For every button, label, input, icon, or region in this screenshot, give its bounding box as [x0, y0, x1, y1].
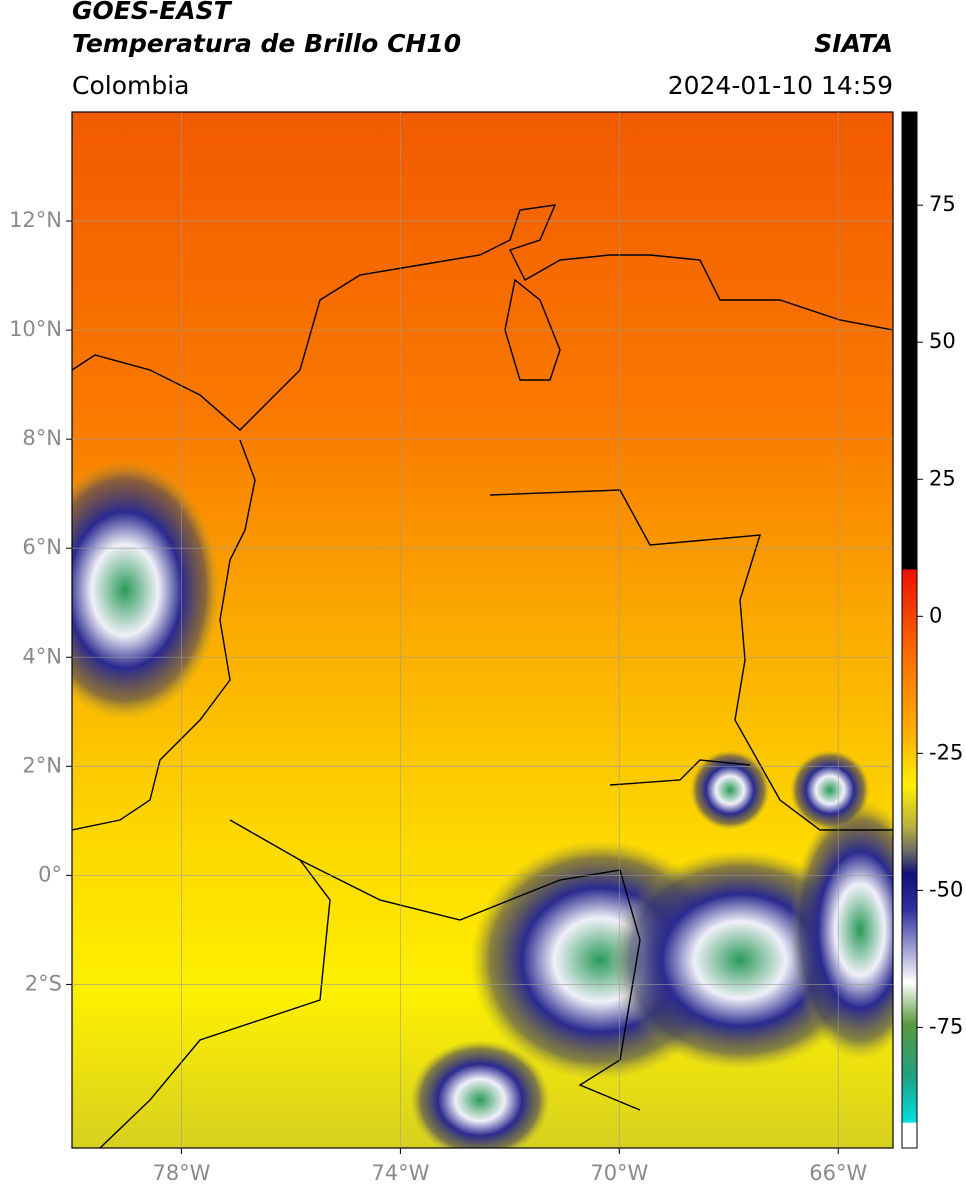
lat-tick-label: 0°: [38, 862, 62, 886]
subtitle: Temperatura de Brillo CH10: [72, 29, 461, 58]
colorbar-tick-label: -75: [929, 1014, 963, 1038]
map-frame: [71, 111, 894, 1149]
colorbar-tick-label: 75: [929, 192, 956, 216]
source: SIATA: [814, 29, 893, 58]
colorbar-tick-label: 25: [929, 466, 956, 490]
lat-tick-label: 8°N: [22, 426, 62, 450]
lat-tick-label: 2°N: [22, 753, 62, 777]
colorbar-tick-label: 50: [929, 329, 956, 353]
lat-tick-label: 4°N: [22, 644, 62, 668]
region: Colombia: [72, 71, 189, 100]
colorbar-tick-label: -50: [929, 877, 963, 901]
map-image: [72, 112, 893, 1148]
lat-tick-label: 12°N: [9, 208, 62, 232]
datetime: 2024-01-10 14:59: [668, 71, 893, 100]
lon-tick-label: 74°W: [371, 1161, 429, 1185]
colorbar: [901, 111, 918, 1149]
lon-tick-label: 66°W: [809, 1161, 867, 1185]
lat-tick-label: 10°N: [9, 317, 62, 341]
title: GOES-EAST: [72, 0, 233, 25]
lon-tick-label: 70°W: [590, 1161, 648, 1185]
lon-tick-label: 78°W: [152, 1161, 210, 1185]
colorbar-tick-label: 0: [929, 603, 942, 627]
lat-tick-label: 2°S: [25, 971, 62, 995]
lat-tick-label: 6°N: [22, 535, 62, 559]
colorbar-tick-label: -25: [929, 740, 963, 764]
